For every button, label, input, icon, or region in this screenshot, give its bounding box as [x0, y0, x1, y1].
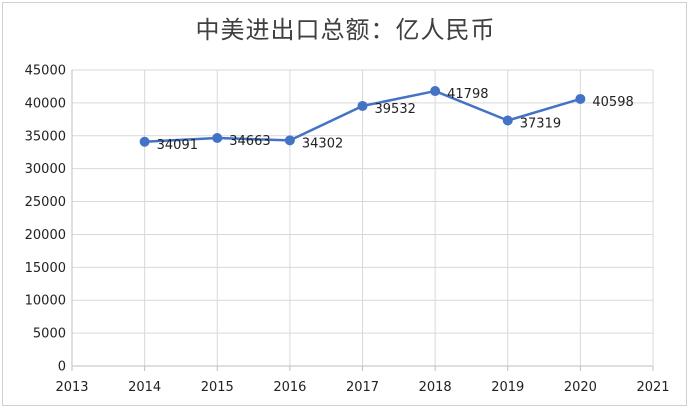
x-tick-label: 2015	[201, 380, 234, 395]
y-tick-label: 20000	[25, 228, 66, 243]
gridlines	[72, 69, 654, 366]
y-tick-label: 25000	[25, 195, 66, 210]
chart-frame	[2, 2, 687, 406]
data-point	[575, 93, 586, 104]
y-tick-label: 5000	[33, 327, 66, 342]
y-tick-label: 0	[58, 360, 66, 375]
y-axis-tick-labels: 0 5000 10000 15000 20000 25000 30000 35000 40000…	[25, 64, 66, 375]
y-tick-label: 35000	[25, 129, 66, 144]
x-tick-label: 2019	[491, 380, 524, 395]
chart-title: 中美进出口总额：亿人民币	[195, 16, 496, 44]
data-point	[430, 86, 441, 97]
data-label: 40598	[592, 95, 633, 110]
x-tick-label: 2016	[273, 380, 306, 395]
y-tick-label: 40000	[25, 96, 66, 111]
x-tick-label: 2018	[419, 380, 452, 395]
data-point	[502, 115, 513, 126]
data-point	[139, 136, 150, 147]
y-tick-label: 30000	[25, 162, 66, 177]
y-tick-label: 45000	[25, 64, 66, 79]
y-tick-label: 10000	[25, 294, 66, 309]
data-label: 34091	[157, 138, 198, 153]
data-label: 41798	[447, 87, 488, 102]
x-tick-label: 2017	[346, 380, 379, 395]
data-point	[357, 100, 368, 111]
x-tick-label: 2014	[128, 380, 161, 395]
axes	[71, 70, 654, 371]
data-point	[284, 135, 295, 146]
data-points	[139, 86, 586, 147]
y-tick-label: 15000	[25, 261, 66, 276]
x-axis-tick-labels: 2013 2014 2015 2016 2017 2018 2019 2020 2021	[55, 380, 669, 395]
x-tick-label: 2021	[636, 380, 669, 395]
x-tick-label: 2013	[55, 380, 88, 395]
x-tick-label: 2020	[564, 380, 597, 395]
data-labels: 34091 34663 34302 39532 41798 37319 40598	[157, 87, 634, 153]
data-label: 39532	[375, 102, 416, 117]
data-point	[212, 132, 223, 143]
data-label: 34302	[302, 136, 343, 151]
data-label: 37319	[520, 117, 561, 132]
data-label: 34663	[229, 134, 270, 149]
